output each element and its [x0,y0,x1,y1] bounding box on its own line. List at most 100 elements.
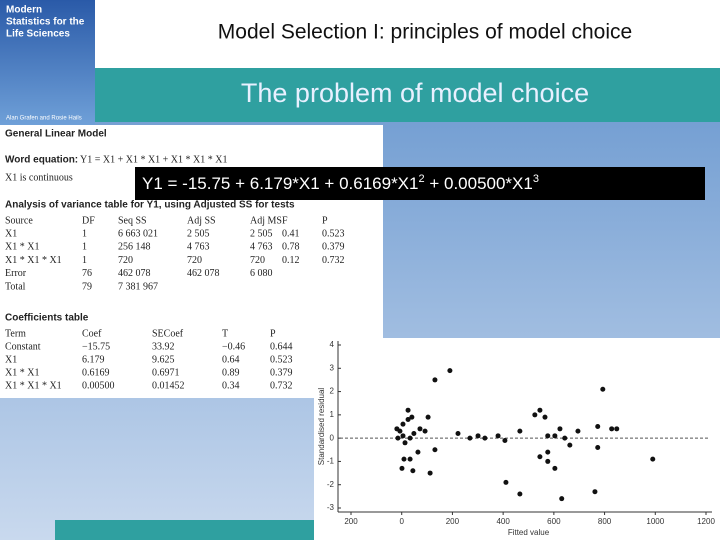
cell: 79 [82,281,92,292]
book-cover: Modern Statistics for the Life Sciences … [0,0,95,125]
cell: 76 [82,268,92,279]
book-authors: Alan Grafen and Rosie Hails [6,116,82,122]
column-header: Coef [82,328,102,339]
y-tick-label: 1 [330,410,335,419]
point [427,470,433,476]
label: Word equation: [5,155,78,166]
superscript: 2 [418,173,424,185]
x-tick-label: 200 [344,517,358,526]
cell: 4 763 [187,242,210,253]
point [545,449,551,455]
cell: 0.78 [282,242,300,253]
column-header: Source [5,215,33,226]
equation-part: + 0.00500*X1 [425,174,533,193]
cell: −0.46 [222,341,245,352]
x-tick-label: 800 [598,517,612,526]
point [650,456,656,462]
point [562,435,568,441]
subtitle: The problem of model choice [241,78,589,108]
residual-plot: -3 -2 -1 0 1 2 3 4 200 0 200 400 600 800 1000 1200 Fitte… [317,340,715,537]
cell: 0.379 [270,367,293,378]
cell: X1 * X1 * X1 [5,255,62,266]
cell: 6 080 [250,268,273,279]
point [399,465,405,471]
point [495,433,501,439]
cell: 1 [82,228,87,239]
cell: Error [5,268,27,279]
y-tick-label: 2 [330,387,335,396]
point [545,458,551,464]
point [595,424,601,429]
column-header: Seq SS [118,215,147,226]
point [410,468,416,474]
point [405,407,411,413]
book-title: Modern [6,5,42,16]
cell: X1 [5,228,17,239]
cell: 0.379 [322,242,345,253]
cell: 6 663 021 [118,228,158,239]
book-title: Statistics for the [6,17,85,28]
x-tick-label: 400 [496,517,510,526]
point [395,435,401,441]
point [425,414,431,420]
point [537,407,543,413]
cell: 1 [82,255,87,266]
cell: 0.01452 [152,380,185,391]
point [422,428,428,434]
y-tick-label: 0 [330,433,335,442]
note: X1 is continuous [5,172,73,183]
cell: 0.6971 [152,367,180,378]
anova-title: Analysis of variance table for Y1, using… [5,200,295,211]
cell: 462 078 [187,268,220,279]
point [552,433,558,439]
cell: 0.6169 [82,367,110,378]
point [542,414,548,420]
point [552,465,558,471]
cell: 0.41 [282,228,300,239]
point [614,426,620,432]
point [595,444,601,450]
point [432,377,438,383]
x-axis-label: Fitted value [508,528,550,537]
point [517,428,523,434]
point [400,433,406,439]
y-tick-label: -1 [327,457,335,466]
column-header: SECoef [152,328,184,339]
point [567,442,573,448]
cell: 256 148 [118,242,151,253]
superscript: 3 [533,173,539,185]
point [447,368,453,374]
column-header: Term [5,328,26,339]
point [409,414,415,420]
column-header: P [322,215,328,226]
cell: 0.34 [222,380,240,391]
point [482,435,488,441]
point [592,489,598,495]
title-bar [0,0,720,68]
point [400,421,406,427]
cell: 2 505 [250,228,273,239]
x-tick-label: 200 [446,517,460,526]
cell: 4 763 [250,242,273,253]
subtitle-band [95,68,720,122]
column-header: F [282,215,288,226]
cell: 462 078 [118,268,151,279]
cell: X1 [5,354,17,365]
point [397,428,403,434]
point [600,386,606,392]
point [415,449,421,455]
y-tick-label: 4 [330,340,335,349]
point [503,479,509,485]
plot-panel [314,338,720,540]
x-tick-label: 600 [547,517,561,526]
cell: 9.625 [152,354,175,365]
cell: X1 * X1 [5,367,39,378]
equation-part: Y1 = -15.75 + 6.179*X1 + 0.6169*X1 [142,174,418,193]
point [475,433,481,439]
point [405,417,411,423]
footer-band [55,520,315,540]
y-tick-label: -2 [327,480,335,489]
point [537,454,543,460]
